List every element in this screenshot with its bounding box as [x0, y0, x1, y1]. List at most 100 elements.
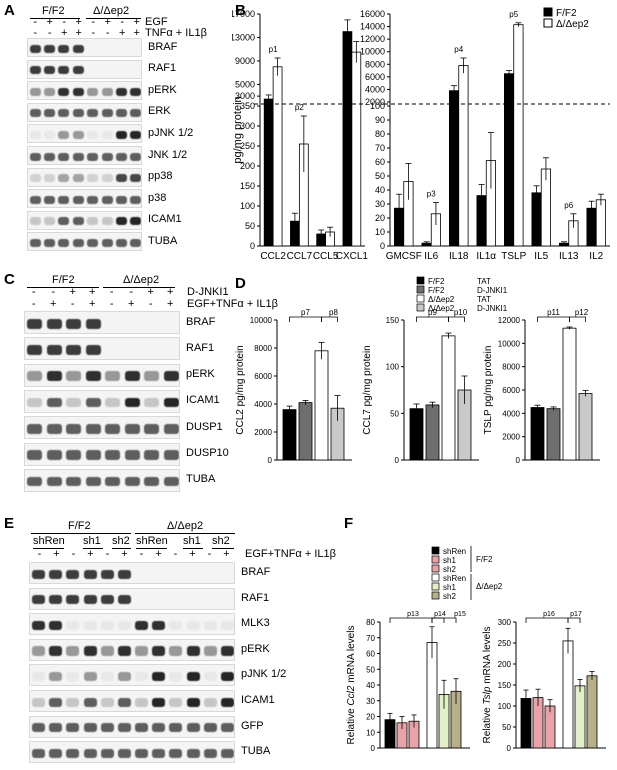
y-axis-label-part: mRNA levels [346, 626, 357, 686]
blot-band [72, 66, 84, 75]
y-tick-label: 9000 [235, 56, 255, 66]
treatment-sign: + [167, 298, 174, 310]
blot-strip [29, 587, 235, 610]
bar [314, 350, 329, 461]
blot-band [27, 476, 43, 487]
y-tick-label: 20 [375, 213, 385, 223]
blot-band [85, 345, 101, 355]
treatment-sign: - [109, 286, 114, 298]
y-tick-label: 150 [498, 681, 512, 690]
blot-band [44, 87, 56, 96]
blot-band [58, 217, 70, 226]
blot-band [29, 239, 41, 248]
blot-band [72, 217, 84, 226]
blot-band [29, 195, 41, 204]
blot-band [49, 723, 63, 733]
group-label: F/F2 [52, 274, 75, 286]
treatment-sign: + [155, 548, 162, 560]
blot-band [135, 646, 149, 656]
blot-band [27, 371, 43, 382]
p-value-label: p14 [434, 611, 446, 618]
treatment-sign: + [89, 298, 96, 310]
treatment-label: EGF+TNFα + IL1β [187, 298, 278, 310]
bar [409, 408, 424, 461]
blot-label: JNK 1/2 [148, 148, 188, 161]
blot-band [32, 646, 46, 656]
y-tick-label: 2000 [502, 433, 520, 442]
x-tick-label: CCL7 [287, 251, 313, 262]
blot-band [87, 44, 99, 53]
bar [513, 24, 524, 247]
blot-band [169, 620, 183, 631]
legend-label: Δ/Δep2 [428, 295, 455, 304]
blot-label: BRAF [241, 566, 271, 578]
blot-band [169, 671, 183, 682]
blot-band [44, 217, 56, 226]
blot-band [27, 318, 43, 329]
blot-band [105, 397, 121, 408]
legend-label: sh1 [443, 556, 456, 565]
blot-band [29, 87, 41, 96]
blot-band [169, 723, 183, 733]
x-tick-label: IL5 [534, 251, 548, 262]
blot-band [72, 131, 84, 140]
x-tick-label: IL18 [449, 251, 469, 262]
blot-band [58, 174, 70, 183]
blot-band [85, 476, 101, 487]
blot-strip [27, 59, 142, 79]
y-tick-label: 8000 [502, 363, 520, 372]
blot-band [117, 723, 131, 733]
treatment-label: EGF [145, 16, 168, 28]
blot-band [32, 748, 46, 759]
y-tick-label: 0 [507, 744, 512, 753]
blot-band [72, 87, 84, 96]
blot-band [83, 723, 97, 733]
y-axis-label-part: Relative [482, 705, 493, 744]
bar [282, 409, 297, 461]
y-tick-label: 10 [366, 728, 375, 737]
blot-band [203, 620, 217, 631]
y-tick-label: 13000 [232, 32, 255, 42]
y-tick-label: 5000 [235, 79, 255, 89]
y-tick-label: 2000 [254, 428, 272, 437]
blot-band [152, 620, 166, 631]
panel-c-western-blot: F/F2 Δ/Δep2 - - + + - - + + D-JNKI1- + - + - + - + EGF+T… [0, 0, 278, 515]
y-tick-label: 2000 [365, 97, 385, 107]
blot-band [44, 66, 56, 75]
y-tick-label: 4000 [502, 409, 520, 418]
treatment-sign: + [119, 27, 126, 39]
blot-band [101, 152, 113, 161]
bar [546, 408, 561, 461]
blot-strip [29, 741, 235, 764]
y-axis-label-part: mRNA levels [482, 627, 493, 687]
y-tick-label: 300 [240, 121, 255, 131]
y-tick-label: 150 [240, 181, 255, 191]
blot-band [115, 131, 127, 140]
blot-label: RAF1 [186, 341, 215, 354]
panel-letter-d: D [235, 275, 246, 292]
blot-band [124, 476, 140, 487]
subgroup-line [33, 548, 64, 549]
blot-band [32, 620, 46, 631]
y-axis-label: pg/mg protein [232, 96, 244, 163]
blot-band [220, 569, 234, 579]
blot-label: ICAM1 [241, 694, 275, 706]
p-value-label: p2 [295, 103, 304, 112]
blot-label: ERK [148, 105, 171, 118]
blot-band [49, 646, 63, 656]
blot-band [85, 424, 101, 434]
blot-strip [24, 389, 180, 413]
blot-label: BRAF [186, 315, 216, 328]
blot-band [115, 217, 127, 226]
blot-band [124, 371, 140, 382]
legend-swatch [416, 294, 425, 303]
blot-band [130, 239, 141, 248]
blot-band [58, 131, 70, 140]
blot-band [87, 195, 99, 204]
blot-band [32, 569, 46, 579]
y-tick-label: 0 [371, 744, 376, 753]
blot-band [115, 66, 127, 75]
treatment-sign: + [223, 548, 230, 560]
bar [586, 675, 598, 749]
legend-label: F/F2 [428, 286, 445, 295]
